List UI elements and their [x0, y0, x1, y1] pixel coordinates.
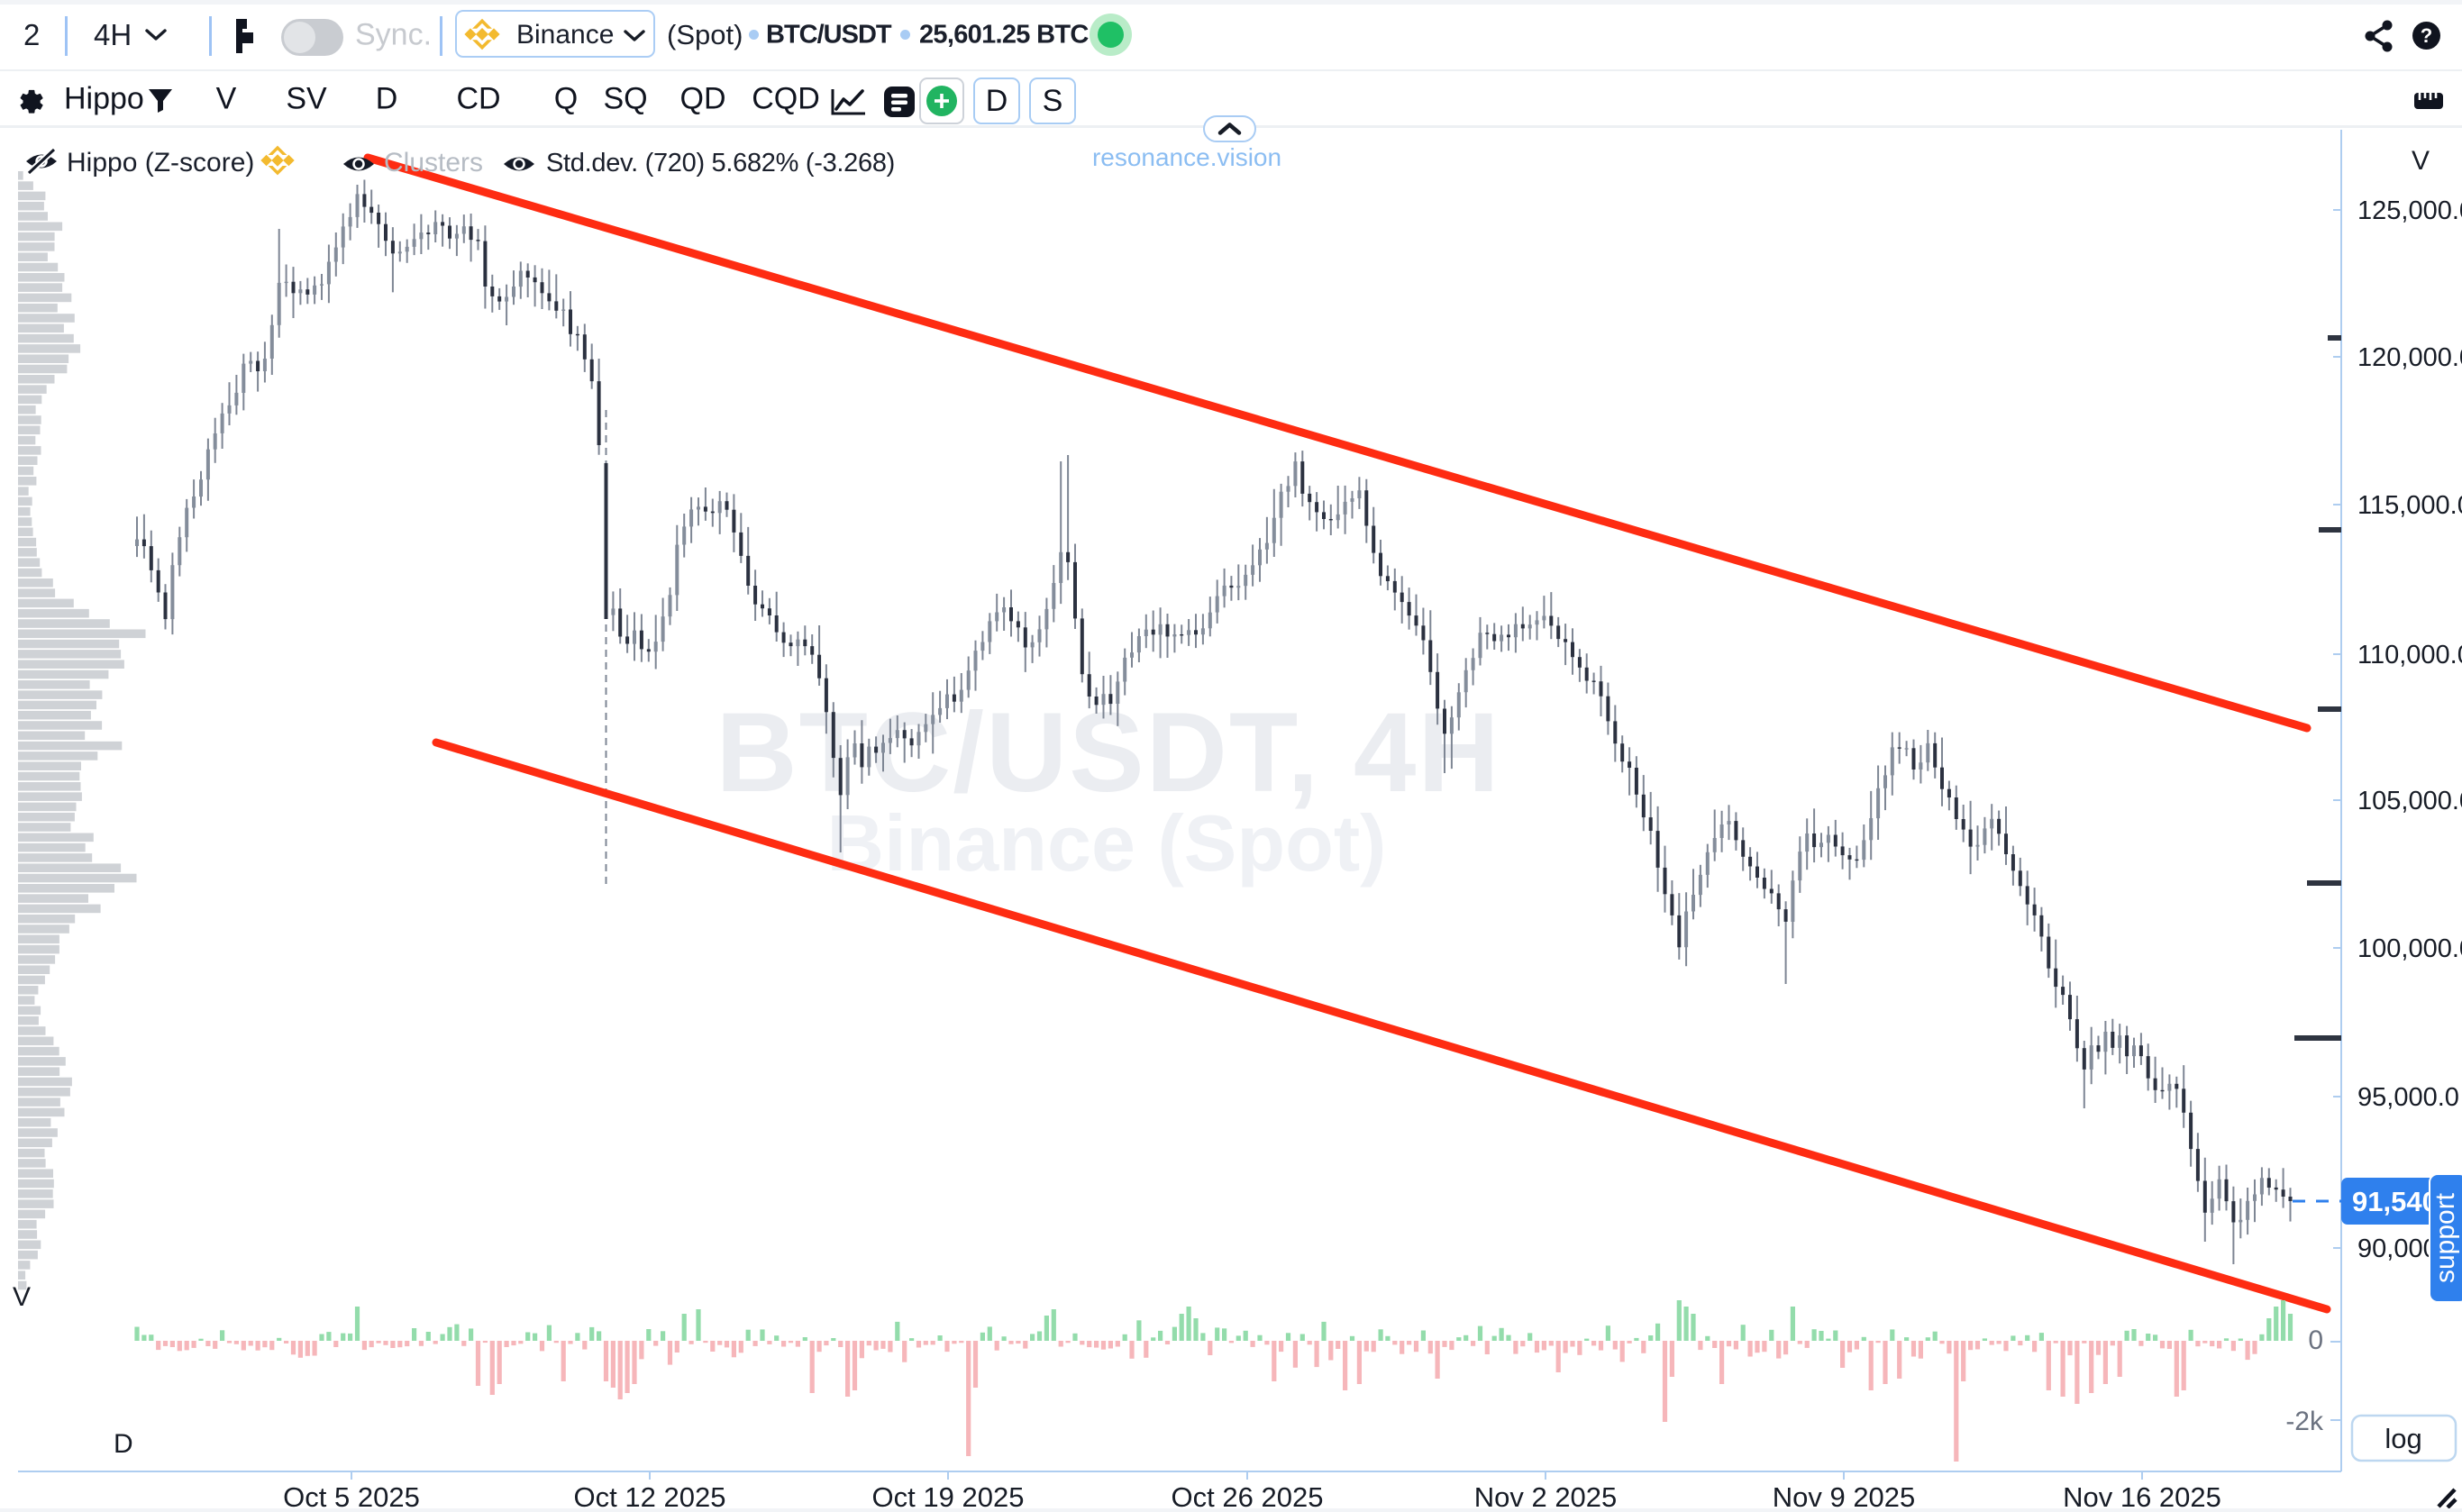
- svg-text:100,000.0: 100,000.0: [2357, 934, 2462, 963]
- svg-text:V: V: [13, 1282, 31, 1312]
- svg-text:120,000.0: 120,000.0: [2357, 343, 2462, 372]
- svg-text:110,000.0: 110,000.0: [2357, 641, 2462, 669]
- svg-text:Nov 9 2025: Nov 9 2025: [1773, 1481, 1916, 1512]
- svg-text:Std.dev. (720) 5.682% (-3.268): Std.dev. (720) 5.682% (-3.268): [546, 149, 895, 178]
- svg-text:Clusters: Clusters: [384, 148, 483, 178]
- svg-text:V: V: [2412, 146, 2430, 176]
- svg-text:resonance.vision: resonance.vision: [1092, 143, 1281, 171]
- svg-text:0: 0: [2308, 1325, 2323, 1355]
- svg-text:Oct 19 2025: Oct 19 2025: [872, 1481, 1025, 1512]
- svg-text:Nov 16 2025: Nov 16 2025: [2063, 1481, 2221, 1512]
- svg-text:D: D: [114, 1429, 133, 1459]
- svg-text:log: log: [2384, 1423, 2421, 1454]
- svg-text:Nov 2 2025: Nov 2 2025: [1474, 1481, 1618, 1512]
- svg-text:-2k: -2k: [2285, 1407, 2324, 1436]
- svg-text:115,000.0: 115,000.0: [2357, 491, 2462, 520]
- svg-text:support: support: [2430, 1192, 2460, 1283]
- svg-text:125,000.0: 125,000.0: [2357, 196, 2462, 225]
- svg-text:Oct 12 2025: Oct 12 2025: [574, 1481, 726, 1512]
- svg-text:Oct 5 2025: Oct 5 2025: [283, 1481, 420, 1512]
- svg-text:Hippo (Z-score): Hippo (Z-score): [67, 148, 254, 178]
- svg-text:95,000.0: 95,000.0: [2357, 1083, 2459, 1112]
- svg-text:Binance (Spot): Binance (Spot): [827, 798, 1387, 888]
- svg-text:105,000.0: 105,000.0: [2357, 787, 2462, 815]
- svg-text:Oct 26 2025: Oct 26 2025: [1172, 1481, 1324, 1512]
